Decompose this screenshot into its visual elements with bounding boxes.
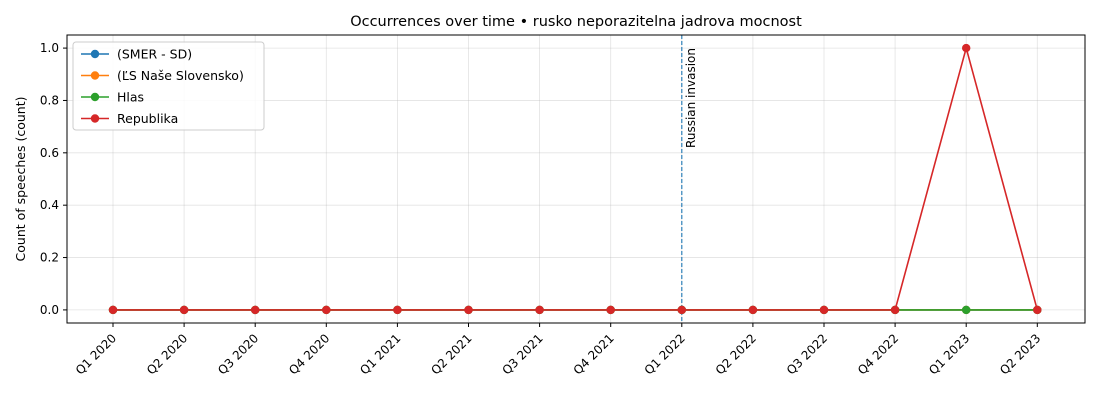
y-tick-label: 0.4 bbox=[40, 198, 59, 212]
x-tick-label: Q2 2020 bbox=[144, 331, 190, 377]
y-axis-label: Count of speeches (count) bbox=[13, 97, 28, 262]
x-tick-label: Q4 2020 bbox=[286, 331, 332, 377]
legend-label: Hlas bbox=[117, 90, 144, 105]
y-tick-label: 1.0 bbox=[40, 41, 59, 55]
data-point bbox=[962, 305, 971, 315]
x-tick-label: Q3 2021 bbox=[499, 331, 545, 377]
x-tick-label: Q3 2022 bbox=[784, 331, 830, 377]
legend-marker bbox=[90, 92, 100, 102]
data-point bbox=[677, 305, 686, 315]
data-point bbox=[464, 305, 473, 315]
data-point bbox=[393, 305, 402, 315]
x-tick-label: Q1 2021 bbox=[357, 331, 403, 377]
legend-label: (SMER - SD) bbox=[117, 47, 192, 62]
y-tick-label: 0.2 bbox=[40, 251, 59, 265]
x-tick-label: Q1 2022 bbox=[642, 331, 688, 377]
y-tick-label: 0.8 bbox=[40, 93, 59, 107]
data-point bbox=[748, 305, 758, 315]
x-tick-label: Q2 2021 bbox=[428, 331, 474, 377]
data-point bbox=[108, 305, 118, 315]
chart-title: Occurrences over time • rusko neporazite… bbox=[350, 14, 802, 30]
series-layer bbox=[108, 43, 1042, 315]
legend-marker bbox=[90, 49, 100, 59]
event-marker-label: Russian invasion bbox=[684, 48, 698, 148]
legend: (SMER - SD) (ĽS Naše Slovensko) Hlas Republ… bbox=[72, 41, 265, 131]
data-point bbox=[890, 305, 900, 315]
data-point bbox=[819, 305, 829, 315]
series-line bbox=[113, 47, 1039, 311]
legend-box bbox=[72, 41, 265, 131]
x-tick-label: Q1 2020 bbox=[73, 331, 119, 377]
legend-marker bbox=[90, 114, 100, 123]
x-tick-label: Q4 2021 bbox=[571, 331, 617, 377]
data-point bbox=[322, 305, 331, 315]
legend-label: Republika bbox=[117, 111, 178, 126]
series-3 bbox=[108, 43, 1042, 315]
x-tick-label: Q2 2023 bbox=[997, 331, 1043, 377]
y-tick-label: 0.6 bbox=[40, 146, 59, 160]
annotations: Russian invasion bbox=[681, 35, 698, 323]
data-point bbox=[179, 305, 189, 315]
data-point bbox=[251, 305, 260, 315]
data-point bbox=[962, 43, 971, 53]
x-tick-label: Q1 2023 bbox=[926, 331, 972, 377]
plot-frame bbox=[66, 34, 1086, 324]
data-point bbox=[606, 305, 615, 315]
data-point bbox=[535, 305, 544, 315]
legend-marker bbox=[90, 71, 100, 80]
y-tick-label: 0.0 bbox=[40, 303, 59, 317]
data-point bbox=[1033, 305, 1042, 315]
x-tick-label: Q3 2020 bbox=[215, 331, 261, 377]
legend-label: (ĽS Naše Slovensko) bbox=[117, 68, 244, 83]
x-tick-label: Q4 2022 bbox=[855, 331, 901, 377]
x-tick-label: Q2 2022 bbox=[713, 331, 759, 377]
